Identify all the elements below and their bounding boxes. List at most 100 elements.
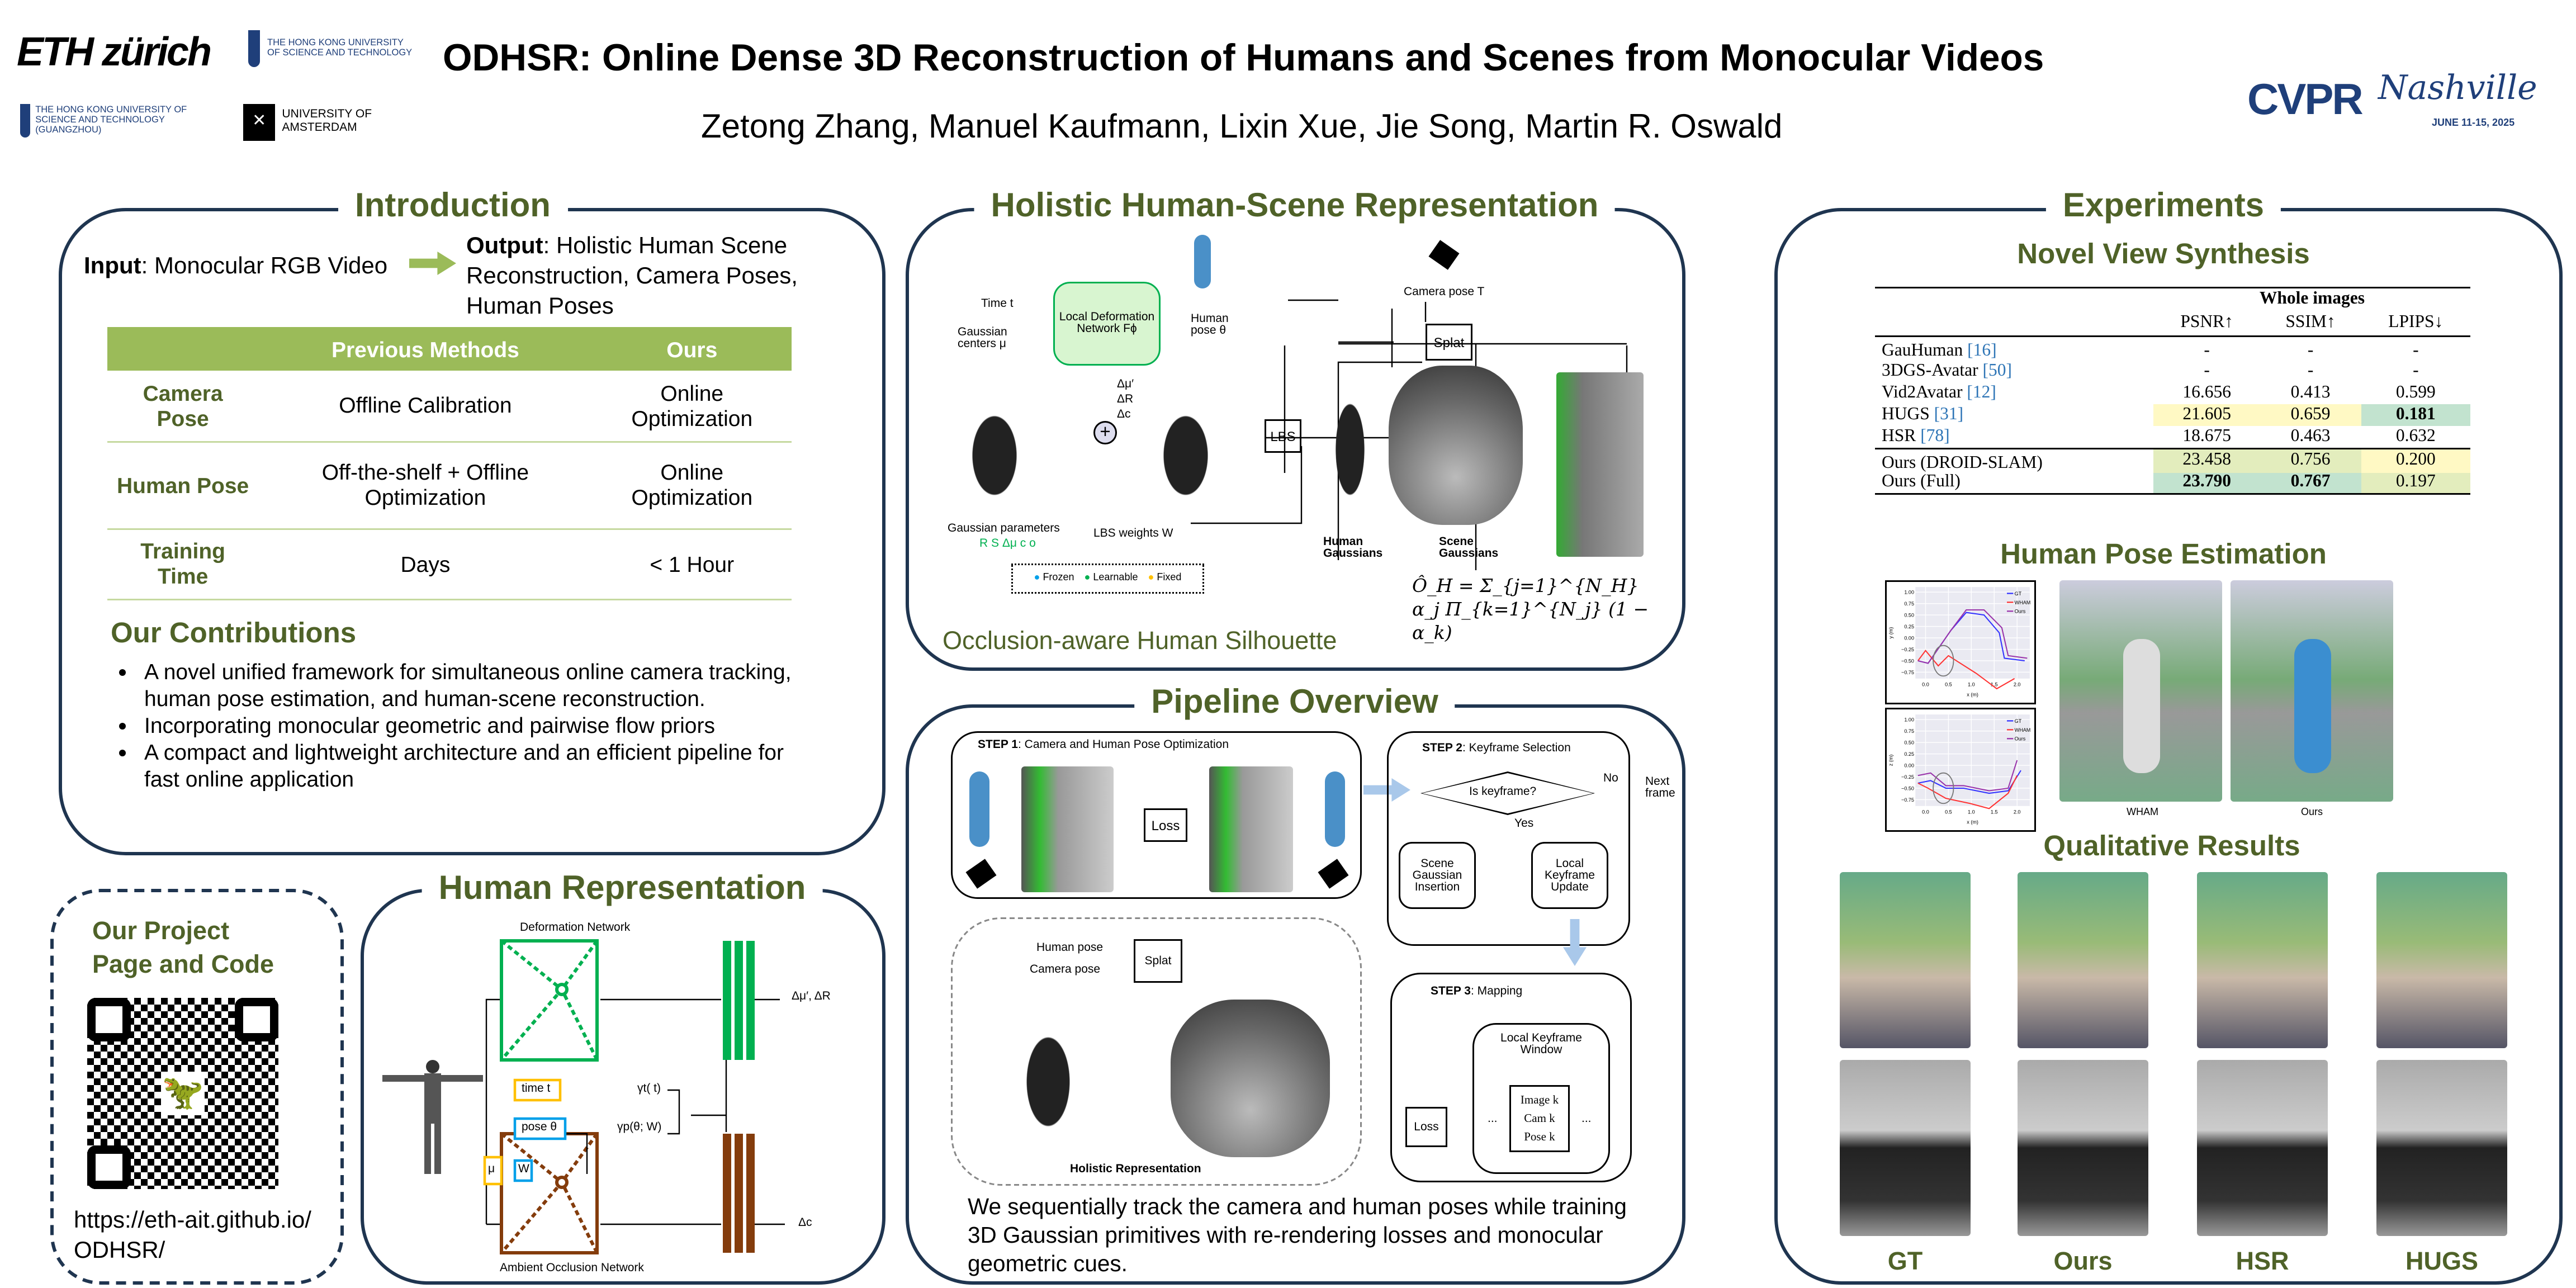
y-axis-label: y (m) (1888, 627, 1893, 639)
table-row: HUGS [31] 21.605 0.659 0.181 (1875, 404, 2470, 426)
lbs-node: LBS (1265, 419, 1301, 453)
step2-label: STEP 2: Keyframe Selection (1422, 743, 1571, 755)
legend-entry: GT (2015, 591, 2022, 596)
method-cell: GauHuman [16] (1882, 342, 1997, 361)
connector-lines (485, 998, 785, 1225)
step1-loss-node: Loss (1144, 808, 1187, 842)
x-tick-label: 0.0 (1922, 681, 1929, 687)
introduction-title: Introduction (338, 188, 567, 226)
table-row: Camera Pose Offline Calibration Online Opt… (107, 371, 792, 442)
y-tick-label: 0.00 (1904, 635, 1914, 641)
step3-loss-node: Loss (1405, 1107, 1447, 1147)
human-gaussians-image (1317, 372, 1384, 527)
uva-logo: ✕ UNIVERSITY OF AMSTERDAM (243, 104, 428, 141)
pipeline-camera-pose-label: Camera pose (1030, 964, 1101, 976)
y-tick-label: −0.75 (1901, 670, 1914, 675)
qual-image-top (1840, 872, 1971, 1048)
table-row: GauHuman [16] - - - (1875, 337, 2470, 361)
output-top-label: Δμ′, ΔR (792, 991, 831, 1003)
legend-box: ● Frozen ● Learnable ● Fixed (1011, 564, 1204, 594)
eth-logo: ETH zürich (17, 30, 212, 75)
rendered-frame-image (1209, 766, 1293, 892)
holistic-scene-image (1171, 1000, 1330, 1157)
scene-gaussians-image (1389, 366, 1523, 525)
x-tick-label: 1.0 (1968, 681, 1975, 687)
dinosaur-icon: 🦖 (161, 1072, 205, 1115)
method-cell: HUGS [31] (1882, 406, 1964, 424)
centers-input-label: Gaussian centers μ (958, 327, 1007, 351)
crest-icon (20, 104, 31, 138)
holistic-title: Holistic Human-Scene Representation (974, 188, 1616, 226)
comparison-table: Previous Methods Ours Camera Pose Offline… (107, 327, 792, 600)
y-tick-label: 1.00 (1904, 590, 1914, 595)
keyframe-update-node: Local Keyframe Update (1531, 842, 1608, 909)
trajectory-plot: 1.00 0.75 0.50 0.25 0.00 −0.25 −0.50 −0.75 0.0 0.… (1885, 708, 2036, 832)
hpe-title: Human Pose Estimation (2000, 538, 2327, 570)
table-row: Vid2Avatar [12] 16.656 0.413 0.599 (1875, 382, 2470, 404)
legend-fixed: ● Fixed (1148, 574, 1182, 584)
y-tick-label: 1.00 (1904, 717, 1914, 723)
table-header: Ours (592, 327, 792, 371)
list-item: Incorporating monocular geometric and pa… (144, 713, 815, 740)
qual-image-bottom (2197, 1060, 2328, 1236)
nvs-table: Whole images PSNR↑ SSIM↑ LPIPS↓ GauHuman… (1875, 287, 2470, 495)
method-cell: 3DGS-Avatar [50] (1882, 362, 2012, 381)
value-cell: 16.656 (2182, 384, 2231, 402)
wham-result-image (2059, 580, 2222, 802)
step1-label: STEP 1: Camera and Human Pose Optimizati… (978, 740, 1229, 751)
holistic-region (951, 917, 1362, 1186)
table-row: Ours (Full) 23.790 0.767 0.197 (1875, 472, 2470, 494)
input-frame-image (1021, 766, 1114, 892)
qual-image-top (2376, 872, 2507, 1048)
silhouette-formula: Ô_H = Σ_{j=1}^{N_H} α_j Π_{k=1}^{N_j} (1… (1412, 575, 1649, 644)
pipeline-human-pose-label: Human pose (1036, 943, 1104, 954)
list-item: A novel unified framework for simultaneo… (144, 659, 815, 713)
x-tick-label: 2.0 (2014, 681, 2021, 687)
value-cell: 0.767 (2260, 472, 2361, 494)
column-header: PSNR↑ (2180, 313, 2233, 332)
legend-entry: WHAM (2015, 600, 2031, 605)
value-cell: 0.181 (2361, 404, 2470, 426)
keyframe-window (1472, 1023, 1610, 1174)
trajectory-line-wham (1917, 650, 2015, 690)
value-cell: - (2413, 362, 2419, 381)
list-item: A compact and lightweight architecture a… (144, 740, 815, 793)
scene-gaussians-label: Scene Gaussians (1439, 537, 1499, 560)
mu-label: μ (488, 1164, 495, 1176)
qual-column-label: Ours (2053, 1248, 2113, 1276)
column-header: LPIPS↓ (2388, 313, 2444, 332)
value-cell: 23.458 (2153, 448, 2260, 472)
table-row: 3DGS-Avatar [50] - - - (1875, 361, 2470, 382)
input-text: Input: Monocular RGB Video (84, 252, 388, 278)
table-cell: Online Optimization (592, 441, 792, 529)
no-label: No (1603, 773, 1618, 785)
window-ellipsis-right: ... (1581, 1114, 1592, 1125)
poster-title: ODHSR: Online Dense 3D Reconstruction of… (443, 37, 2044, 79)
x-tick-label: 0.5 (1945, 809, 1952, 815)
uva-emblem-icon: ✕ (243, 104, 276, 141)
canonical-gaussians-image (949, 386, 1040, 520)
scene-insertion-node: Scene Gaussian Insertion (1399, 842, 1476, 909)
project-title: Our Project Page and Code (92, 917, 274, 979)
project-url[interactable]: https://eth-ait.github.io/ODHSR/ (74, 1206, 311, 1263)
project-panel (50, 889, 344, 1285)
qual-image-bottom (1840, 1060, 1971, 1236)
step3-label: STEP 3: Mapping (1431, 986, 1523, 998)
value-cell: - (2413, 342, 2419, 361)
gamma-t-label: γt( t) (637, 1083, 661, 1095)
table-group-header: Whole images (2259, 290, 2365, 309)
table-row: Ours (DROID-SLAM) 23.458 0.756 0.200 (1875, 448, 2470, 472)
human-pose-figure-icon (1194, 235, 1211, 288)
value-cell: 0.632 (2395, 427, 2436, 446)
add-icon: + (1093, 421, 1117, 444)
step3-box (1390, 973, 1632, 1182)
value-cell: 23.790 (2153, 472, 2260, 494)
x-tick-label: 0.0 (1922, 809, 1929, 815)
deltas-label: Δμ′ ΔR Δc (1117, 379, 1134, 421)
value-cell: 0.756 (2260, 448, 2361, 472)
qr-code[interactable]: 🦖 (87, 998, 278, 1189)
rendered-image (1556, 372, 1644, 557)
gamma-p-label: γp(θ; W) (617, 1122, 662, 1134)
lbs-weights-label: LBS weights W (1093, 528, 1173, 540)
value-cell: - (2307, 342, 2314, 361)
